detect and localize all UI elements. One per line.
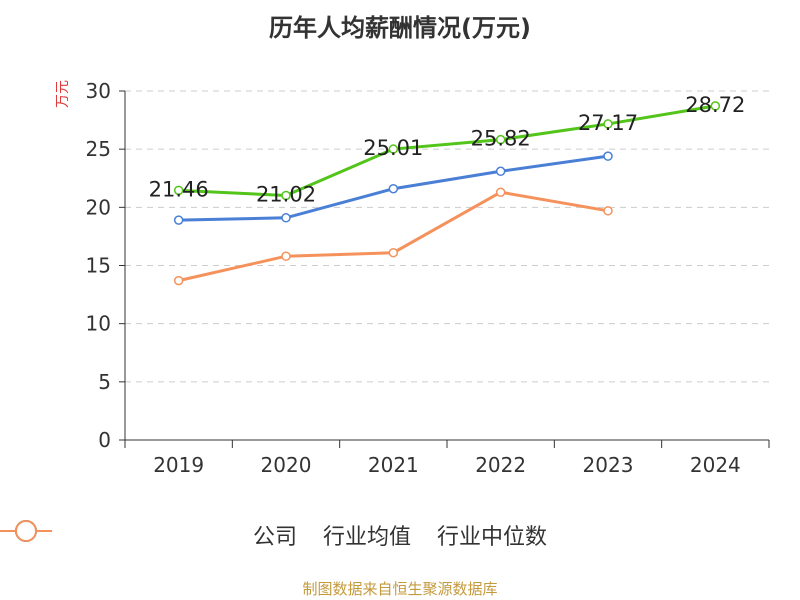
y-tick-label: 5 xyxy=(98,370,111,394)
legend-marker-icon xyxy=(0,520,52,542)
source-note: 制图数据来自恒生聚源数据库 xyxy=(302,580,498,598)
data-point xyxy=(173,185,184,196)
data-point xyxy=(388,247,399,258)
data-point xyxy=(173,275,184,286)
data-point xyxy=(173,215,184,225)
series-line-2 xyxy=(178,190,609,283)
data-point xyxy=(495,166,506,177)
data-label: 28.72 xyxy=(685,93,745,117)
data-point xyxy=(281,251,291,261)
x-tick-label: 2022 xyxy=(475,453,526,477)
y-tick-label: 0 xyxy=(98,428,111,452)
chart-title: 历年人均薪酬情况(万元) xyxy=(269,14,531,42)
x-tick-label: 2024 xyxy=(690,453,741,477)
data-point xyxy=(603,206,613,216)
x-tick-label: 2020 xyxy=(261,453,312,477)
data-point xyxy=(495,187,506,197)
y-tick-label: 15 xyxy=(86,254,111,278)
data-point xyxy=(388,144,399,154)
y-tick-label: 10 xyxy=(86,312,111,336)
data-point xyxy=(281,190,291,201)
legend-item[interactable]: 公司 xyxy=(0,519,297,551)
series-line-0 xyxy=(178,104,716,197)
data-label: 25.01 xyxy=(363,136,423,160)
data-point xyxy=(603,151,613,161)
x-tick-label: 2021 xyxy=(368,453,419,477)
data-point xyxy=(495,134,506,145)
data-point xyxy=(281,213,291,223)
data-label: 27.17 xyxy=(578,111,638,135)
legend: 公司 行业均值 行业中位数 xyxy=(0,519,800,551)
data-point xyxy=(710,101,721,111)
y-tick-label: 20 xyxy=(86,195,111,219)
y-tick-label: 25 xyxy=(86,137,111,161)
legend-label: 行业中位数 xyxy=(437,525,548,550)
x-tick-label: 2019 xyxy=(153,453,204,477)
data-point xyxy=(388,183,399,194)
data-label: 21.46 xyxy=(149,177,209,201)
data-label: 25.82 xyxy=(471,127,531,151)
legend-item[interactable]: 行业中位数 xyxy=(0,519,548,551)
data-label: 21.02 xyxy=(256,182,316,206)
legend-label: 公司 xyxy=(252,525,297,550)
y-tick-label: 30 xyxy=(86,79,111,103)
data-point xyxy=(603,119,613,129)
legend-label: 行业均值 xyxy=(322,525,411,550)
legend-item[interactable]: 行业均值 xyxy=(0,519,411,551)
x-tick-label: 2023 xyxy=(583,453,634,477)
